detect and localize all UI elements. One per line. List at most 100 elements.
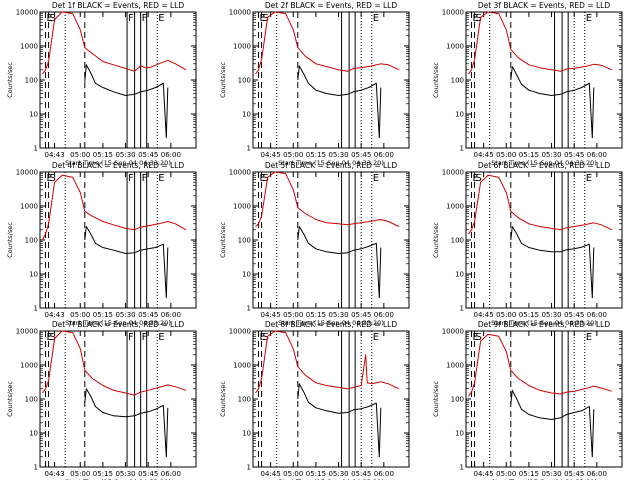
- series-line-events: [510, 226, 595, 299]
- y-tick-label: 1000: [446, 362, 464, 370]
- x-axis-label: Start Time (15-Sep-04 04:33:20): [278, 319, 384, 327]
- y-tick-label: 10000: [229, 328, 251, 336]
- y-tick-label: 10000: [16, 328, 38, 336]
- plot-frame: [252, 11, 410, 149]
- y-tick-label: 1000: [233, 203, 251, 211]
- x-tick-label: 04:45: [261, 151, 281, 159]
- chart-panel-9: Det 9f BLACK = Events, RED = LLD 1 10 100 10…: [432, 320, 623, 480]
- chart-panel-2: Det 2f BLACK = Events, RED = LLD 1 10 100 10…: [219, 1, 410, 167]
- x-tick-label: 05:45: [138, 311, 158, 319]
- time-marker-label: E: [260, 13, 266, 24]
- x-tick-label: 04:45: [261, 470, 281, 478]
- y-tick-label: 1: [460, 145, 464, 153]
- x-tick-label: 05:15: [306, 151, 326, 159]
- chart-panel-3: Det 3f BLACK = Events, RED = LLD 1 10 100 10…: [432, 1, 623, 167]
- plot-frame: [465, 171, 623, 309]
- series-line-lld: [42, 174, 187, 241]
- series-line-events: [510, 389, 595, 458]
- y-tick-label: 1: [34, 464, 38, 472]
- y-tick-label: 10: [29, 271, 38, 279]
- series-line-events: [297, 226, 382, 299]
- y-tick-label: 1000: [446, 43, 464, 51]
- time-marker-label: S: [476, 173, 482, 184]
- time-marker-label: S: [50, 332, 56, 343]
- time-marker-label: E: [158, 173, 164, 184]
- time-marker-label: F: [142, 332, 148, 343]
- time-marker-label: E: [260, 173, 266, 184]
- chart-panel-8: Det 8f BLACK = Events, RED = LLD 1 10 100 10…: [219, 320, 410, 480]
- y-tick-label: 100: [451, 396, 464, 404]
- time-marker-label: F: [128, 173, 134, 184]
- plot-frame: [252, 330, 410, 468]
- x-tick-label: 05:00: [283, 470, 303, 478]
- x-tick-label: 04:45: [261, 311, 281, 319]
- x-tick-label: 04:43: [44, 470, 64, 478]
- y-tick-label: 1: [34, 145, 38, 153]
- y-tick-label: 10000: [442, 169, 464, 177]
- x-axis-label: Start Time (15-Sep-04 04:33:20): [65, 159, 171, 167]
- y-tick-label: 100: [451, 237, 464, 245]
- chart-title: Det 9f BLACK = Events, RED = LLD: [478, 320, 611, 329]
- x-tick-label: 06:00: [374, 311, 394, 319]
- x-tick-label: 05:30: [541, 311, 561, 319]
- y-tick-label: 1: [247, 145, 251, 153]
- x-tick-label: 05:15: [93, 470, 113, 478]
- plot-frame: [252, 171, 410, 309]
- y-tick-label: 100: [25, 237, 38, 245]
- y-axis-label: Counts/sec: [219, 381, 227, 417]
- y-tick-label: 100: [238, 396, 251, 404]
- x-tick-label: 05:45: [351, 151, 371, 159]
- x-tick-label: 06:00: [161, 470, 181, 478]
- x-axis-label: Start Time (15-Sep-04 04:33:20): [491, 319, 597, 327]
- x-tick-label: 05:00: [70, 151, 90, 159]
- plot-frame: [39, 330, 197, 468]
- x-tick-label: 05:30: [541, 470, 561, 478]
- y-tick-label: 10000: [229, 9, 251, 17]
- series-line-events: [510, 66, 595, 139]
- x-tick-label: 05:00: [496, 151, 516, 159]
- y-tick-label: 100: [25, 77, 38, 85]
- time-marker-label: E: [473, 173, 479, 184]
- x-tick-label: 05:45: [351, 311, 371, 319]
- plot-frame: [465, 330, 623, 468]
- x-tick-label: 05:30: [115, 151, 135, 159]
- y-tick-label: 1000: [20, 43, 38, 51]
- x-tick-label: 05:00: [70, 311, 90, 319]
- y-tick-label: 10000: [16, 169, 38, 177]
- chart-title: Det 5f BLACK = Events, RED = LLD: [265, 161, 398, 170]
- series-line-lld: [255, 330, 400, 394]
- y-tick-label: 100: [238, 77, 251, 85]
- x-tick-label: 04:45: [474, 151, 494, 159]
- time-marker-label: E: [158, 13, 164, 24]
- x-tick-label: 06:00: [587, 151, 607, 159]
- series-line-lld: [468, 174, 613, 235]
- x-axis-label: Start Time (15-Sep-04 04:33:20): [65, 319, 171, 327]
- y-tick-label: 10: [455, 430, 464, 438]
- x-tick-label: 04:45: [474, 311, 494, 319]
- y-tick-label: 10: [29, 430, 38, 438]
- time-marker-label: E: [373, 13, 379, 24]
- x-tick-label: 06:00: [587, 311, 607, 319]
- series-line-lld: [255, 171, 400, 227]
- chart-panel-4: Det 4f BLACK = Events, RED = LLD 1 10 100 10…: [6, 161, 197, 327]
- series-line-events: [297, 383, 382, 458]
- chart-panel-6: Det 6f BLACK = Events, RED = LLD 1 10 100 10…: [432, 161, 623, 327]
- chart-panel-1: Det 1f BLACK = Events, RED = LLD 1 10 100 10…: [6, 1, 197, 167]
- y-tick-label: 1: [247, 305, 251, 313]
- y-tick-label: 100: [238, 237, 251, 245]
- y-tick-label: 100: [25, 396, 38, 404]
- x-tick-label: 05:45: [351, 470, 371, 478]
- time-marker-label: S: [50, 173, 56, 184]
- chart-title: Det 7f BLACK = Events, RED = LLD: [52, 320, 185, 329]
- y-tick-label: 10000: [16, 9, 38, 17]
- y-axis-label: Counts/sec: [6, 381, 14, 417]
- x-axis-label: Start Time (15-Sep-04 04:33:20): [65, 478, 171, 480]
- time-marker-label: E: [586, 13, 592, 24]
- time-marker-label: F: [142, 173, 148, 184]
- y-axis-label: Counts/sec: [432, 222, 440, 258]
- chart-title: Det 6f BLACK = Events, RED = LLD: [478, 161, 611, 170]
- plot-frame: [465, 11, 623, 149]
- x-tick-label: 05:45: [564, 311, 584, 319]
- time-marker-label: E: [473, 13, 479, 24]
